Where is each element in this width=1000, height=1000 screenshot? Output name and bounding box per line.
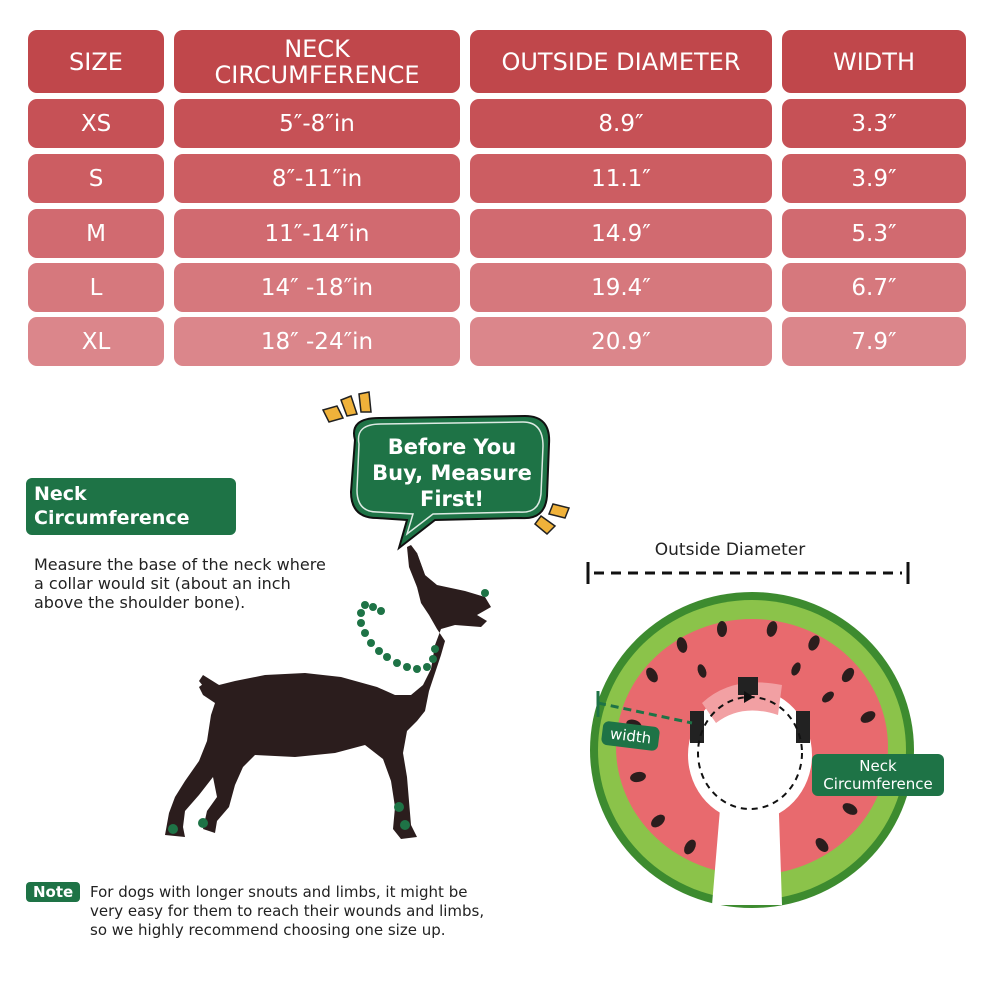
neck-description: Measure the base of the neck where a col… — [34, 555, 374, 612]
bubble-line-2: Buy, Measure — [372, 461, 532, 485]
header-size: SIZE — [28, 30, 164, 93]
cell-width-xs: 3.3″ — [782, 99, 966, 148]
note-line-1: For dogs with longer snouts and limbs, i… — [90, 883, 468, 901]
cell-size-s: S — [28, 154, 164, 203]
cell-size-l: L — [28, 263, 164, 312]
outside-diameter-label: Outside Diameter — [654, 540, 806, 560]
cell-diameter-s: 11.1″ — [470, 154, 772, 203]
accent-strokes-icon — [321, 391, 571, 536]
neck-circumference-tag: Neck Circumference — [26, 478, 236, 535]
note-text: For dogs with longer snouts and limbs, i… — [90, 883, 530, 940]
cell-width-xl: 7.9″ — [782, 317, 966, 366]
neck-desc-line-1: Measure the base of the neck where — [34, 555, 326, 574]
diagram-neck-line-1: Neck — [859, 757, 897, 775]
cell-diameter-m: 14.9″ — [470, 209, 772, 258]
neck-tag-line-1: Neck — [34, 483, 87, 505]
dog-silhouette-icon — [165, 545, 491, 839]
cell-diameter-xs: 8.9″ — [470, 99, 772, 148]
speech-bubble-graphic — [321, 391, 571, 551]
note-line-3: so we highly recommend choosing one size… — [90, 921, 446, 939]
neck-tag-line-2: Circumference — [34, 507, 190, 529]
neck-desc-line-2: a collar would sit (about an inch — [34, 574, 291, 593]
speech-bubble-text: Before You Buy, Measure First! — [352, 434, 552, 512]
note-line-2: very easy for them to reach their wounds… — [90, 902, 485, 920]
header-outside-diameter: OUTSIDE DIAMETER — [470, 30, 772, 93]
cell-size-xs: XS — [28, 99, 164, 148]
header-width: WIDTH — [782, 30, 966, 93]
header-neck-line-1: NECK — [284, 34, 350, 63]
cell-neck-xl: 18″ -24″in — [174, 317, 460, 366]
cell-diameter-xl: 20.9″ — [470, 317, 772, 366]
neck-circumference-diagram-label: Neck Circumference — [812, 754, 944, 796]
cell-neck-xs: 5″-8″in — [174, 99, 460, 148]
cell-size-xl: XL — [28, 317, 164, 366]
bubble-line-1: Before You — [387, 435, 517, 459]
cell-size-m: M — [28, 209, 164, 258]
cell-width-s: 3.9″ — [782, 154, 966, 203]
cell-width-m: 5.3″ — [782, 209, 966, 258]
watermelon-collar-icon — [590, 592, 914, 908]
cell-neck-s: 8″-11″in — [174, 154, 460, 203]
note-tag: Note — [26, 882, 81, 902]
header-neck-line-2: CIRCUMFERENCE — [214, 60, 420, 89]
outside-diameter-arrow-icon — [586, 562, 910, 584]
collar-beads-icon — [357, 589, 489, 673]
bubble-line-3: First! — [419, 487, 484, 511]
cell-width-l: 6.7″ — [782, 263, 966, 312]
cell-neck-l: 14″ -18″in — [174, 263, 460, 312]
cell-diameter-l: 19.4″ — [470, 263, 772, 312]
neck-desc-line-3: above the shoulder bone). — [34, 593, 246, 612]
diagram-neck-line-2: Circumference — [823, 775, 933, 793]
cell-neck-m: 11″-14″in — [174, 209, 460, 258]
header-neck-circumference: NECK CIRCUMFERENCE — [174, 30, 460, 93]
paw-marks-icon — [168, 802, 410, 834]
